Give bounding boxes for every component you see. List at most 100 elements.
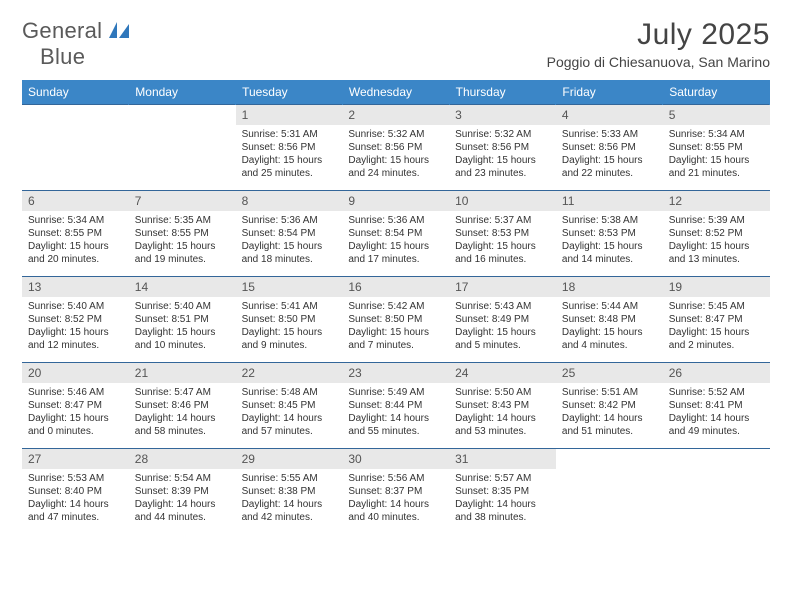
day-number: 11 bbox=[556, 191, 663, 211]
page-title: July 2025 bbox=[547, 18, 770, 52]
day-number: 26 bbox=[663, 363, 770, 383]
day-number: 17 bbox=[449, 277, 556, 297]
day-body: Sunrise: 5:51 AMSunset: 8:42 PMDaylight:… bbox=[556, 383, 663, 443]
calendar-cell: 5Sunrise: 5:34 AMSunset: 8:55 PMDaylight… bbox=[663, 105, 770, 191]
dow-saturday: Saturday bbox=[663, 80, 770, 105]
dow-tuesday: Tuesday bbox=[236, 80, 343, 105]
calendar-cell: 9Sunrise: 5:36 AMSunset: 8:54 PMDaylight… bbox=[342, 191, 449, 277]
day-number: 27 bbox=[22, 449, 129, 469]
day-number: 2 bbox=[342, 105, 449, 125]
day-body: Sunrise: 5:40 AMSunset: 8:51 PMDaylight:… bbox=[129, 297, 236, 357]
calendar-cell: 1Sunrise: 5:31 AMSunset: 8:56 PMDaylight… bbox=[236, 105, 343, 191]
day-number: 19 bbox=[663, 277, 770, 297]
day-body: Sunrise: 5:52 AMSunset: 8:41 PMDaylight:… bbox=[663, 383, 770, 443]
day-body: Sunrise: 5:57 AMSunset: 8:35 PMDaylight:… bbox=[449, 469, 556, 529]
day-number: 7 bbox=[129, 191, 236, 211]
day-number: 18 bbox=[556, 277, 663, 297]
day-body: Sunrise: 5:40 AMSunset: 8:52 PMDaylight:… bbox=[22, 297, 129, 357]
day-body: Sunrise: 5:45 AMSunset: 8:47 PMDaylight:… bbox=[663, 297, 770, 357]
day-body: Sunrise: 5:55 AMSunset: 8:38 PMDaylight:… bbox=[236, 469, 343, 529]
calendar-cell: 25Sunrise: 5:51 AMSunset: 8:42 PMDayligh… bbox=[556, 363, 663, 449]
logo-text-blue: Blue bbox=[40, 44, 85, 69]
day-body: Sunrise: 5:38 AMSunset: 8:53 PMDaylight:… bbox=[556, 211, 663, 271]
calendar-body: 1Sunrise: 5:31 AMSunset: 8:56 PMDaylight… bbox=[22, 105, 770, 535]
day-number: 8 bbox=[236, 191, 343, 211]
logo-text-general: General bbox=[22, 18, 102, 43]
day-body: Sunrise: 5:34 AMSunset: 8:55 PMDaylight:… bbox=[22, 211, 129, 271]
calendar-cell: 16Sunrise: 5:42 AMSunset: 8:50 PMDayligh… bbox=[342, 277, 449, 363]
day-body: Sunrise: 5:33 AMSunset: 8:56 PMDaylight:… bbox=[556, 125, 663, 185]
day-number: 25 bbox=[556, 363, 663, 383]
calendar-cell: 18Sunrise: 5:44 AMSunset: 8:48 PMDayligh… bbox=[556, 277, 663, 363]
calendar-row: 27Sunrise: 5:53 AMSunset: 8:40 PMDayligh… bbox=[22, 449, 770, 535]
day-number: 9 bbox=[342, 191, 449, 211]
calendar-row: 6Sunrise: 5:34 AMSunset: 8:55 PMDaylight… bbox=[22, 191, 770, 277]
day-body: Sunrise: 5:32 AMSunset: 8:56 PMDaylight:… bbox=[342, 125, 449, 185]
day-body: Sunrise: 5:44 AMSunset: 8:48 PMDaylight:… bbox=[556, 297, 663, 357]
calendar-cell: 24Sunrise: 5:50 AMSunset: 8:43 PMDayligh… bbox=[449, 363, 556, 449]
day-number: 12 bbox=[663, 191, 770, 211]
calendar-cell bbox=[663, 449, 770, 535]
dow-friday: Friday bbox=[556, 80, 663, 105]
calendar-cell: 21Sunrise: 5:47 AMSunset: 8:46 PMDayligh… bbox=[129, 363, 236, 449]
day-number: 5 bbox=[663, 105, 770, 125]
dow-thursday: Thursday bbox=[449, 80, 556, 105]
day-number: 6 bbox=[22, 191, 129, 211]
day-number: 3 bbox=[449, 105, 556, 125]
day-body: Sunrise: 5:34 AMSunset: 8:55 PMDaylight:… bbox=[663, 125, 770, 185]
day-number: 31 bbox=[449, 449, 556, 469]
calendar-cell: 14Sunrise: 5:40 AMSunset: 8:51 PMDayligh… bbox=[129, 277, 236, 363]
day-body: Sunrise: 5:32 AMSunset: 8:56 PMDaylight:… bbox=[449, 125, 556, 185]
calendar-table: Sunday Monday Tuesday Wednesday Thursday… bbox=[22, 80, 770, 535]
dow-row: Sunday Monday Tuesday Wednesday Thursday… bbox=[22, 80, 770, 105]
day-body: Sunrise: 5:31 AMSunset: 8:56 PMDaylight:… bbox=[236, 125, 343, 185]
calendar-cell: 31Sunrise: 5:57 AMSunset: 8:35 PMDayligh… bbox=[449, 449, 556, 535]
day-body: Sunrise: 5:36 AMSunset: 8:54 PMDaylight:… bbox=[342, 211, 449, 271]
day-body: Sunrise: 5:36 AMSunset: 8:54 PMDaylight:… bbox=[236, 211, 343, 271]
calendar-cell: 17Sunrise: 5:43 AMSunset: 8:49 PMDayligh… bbox=[449, 277, 556, 363]
day-number: 30 bbox=[342, 449, 449, 469]
day-body: Sunrise: 5:35 AMSunset: 8:55 PMDaylight:… bbox=[129, 211, 236, 271]
header: General Blue July 2025 Poggio di Chiesan… bbox=[22, 18, 770, 70]
day-body: Sunrise: 5:53 AMSunset: 8:40 PMDaylight:… bbox=[22, 469, 129, 529]
calendar-cell: 29Sunrise: 5:55 AMSunset: 8:38 PMDayligh… bbox=[236, 449, 343, 535]
calendar-cell: 22Sunrise: 5:48 AMSunset: 8:45 PMDayligh… bbox=[236, 363, 343, 449]
day-number: 22 bbox=[236, 363, 343, 383]
calendar-cell: 26Sunrise: 5:52 AMSunset: 8:41 PMDayligh… bbox=[663, 363, 770, 449]
logo: General Blue bbox=[22, 18, 131, 70]
calendar-cell: 27Sunrise: 5:53 AMSunset: 8:40 PMDayligh… bbox=[22, 449, 129, 535]
day-body: Sunrise: 5:43 AMSunset: 8:49 PMDaylight:… bbox=[449, 297, 556, 357]
calendar-cell: 11Sunrise: 5:38 AMSunset: 8:53 PMDayligh… bbox=[556, 191, 663, 277]
dow-wednesday: Wednesday bbox=[342, 80, 449, 105]
day-number: 14 bbox=[129, 277, 236, 297]
calendar-cell: 13Sunrise: 5:40 AMSunset: 8:52 PMDayligh… bbox=[22, 277, 129, 363]
day-number: 21 bbox=[129, 363, 236, 383]
calendar-cell: 3Sunrise: 5:32 AMSunset: 8:56 PMDaylight… bbox=[449, 105, 556, 191]
calendar-cell: 4Sunrise: 5:33 AMSunset: 8:56 PMDaylight… bbox=[556, 105, 663, 191]
day-number: 29 bbox=[236, 449, 343, 469]
logo-sail-icon bbox=[109, 22, 131, 38]
day-number: 15 bbox=[236, 277, 343, 297]
calendar-cell: 6Sunrise: 5:34 AMSunset: 8:55 PMDaylight… bbox=[22, 191, 129, 277]
dow-sunday: Sunday bbox=[22, 80, 129, 105]
day-body: Sunrise: 5:47 AMSunset: 8:46 PMDaylight:… bbox=[129, 383, 236, 443]
day-number: 24 bbox=[449, 363, 556, 383]
calendar-cell: 20Sunrise: 5:46 AMSunset: 8:47 PMDayligh… bbox=[22, 363, 129, 449]
calendar-row: 13Sunrise: 5:40 AMSunset: 8:52 PMDayligh… bbox=[22, 277, 770, 363]
day-body: Sunrise: 5:48 AMSunset: 8:45 PMDaylight:… bbox=[236, 383, 343, 443]
day-body: Sunrise: 5:41 AMSunset: 8:50 PMDaylight:… bbox=[236, 297, 343, 357]
day-body: Sunrise: 5:42 AMSunset: 8:50 PMDaylight:… bbox=[342, 297, 449, 357]
calendar-cell: 8Sunrise: 5:36 AMSunset: 8:54 PMDaylight… bbox=[236, 191, 343, 277]
calendar-cell: 19Sunrise: 5:45 AMSunset: 8:47 PMDayligh… bbox=[663, 277, 770, 363]
calendar-cell: 30Sunrise: 5:56 AMSunset: 8:37 PMDayligh… bbox=[342, 449, 449, 535]
day-body: Sunrise: 5:49 AMSunset: 8:44 PMDaylight:… bbox=[342, 383, 449, 443]
calendar-cell: 2Sunrise: 5:32 AMSunset: 8:56 PMDaylight… bbox=[342, 105, 449, 191]
calendar-row: 20Sunrise: 5:46 AMSunset: 8:47 PMDayligh… bbox=[22, 363, 770, 449]
day-number: 20 bbox=[22, 363, 129, 383]
calendar-cell: 28Sunrise: 5:54 AMSunset: 8:39 PMDayligh… bbox=[129, 449, 236, 535]
title-block: July 2025 Poggio di Chiesanuova, San Mar… bbox=[547, 18, 770, 70]
location-subtitle: Poggio di Chiesanuova, San Marino bbox=[547, 54, 770, 70]
day-body: Sunrise: 5:56 AMSunset: 8:37 PMDaylight:… bbox=[342, 469, 449, 529]
day-body: Sunrise: 5:46 AMSunset: 8:47 PMDaylight:… bbox=[22, 383, 129, 443]
calendar-cell bbox=[129, 105, 236, 191]
